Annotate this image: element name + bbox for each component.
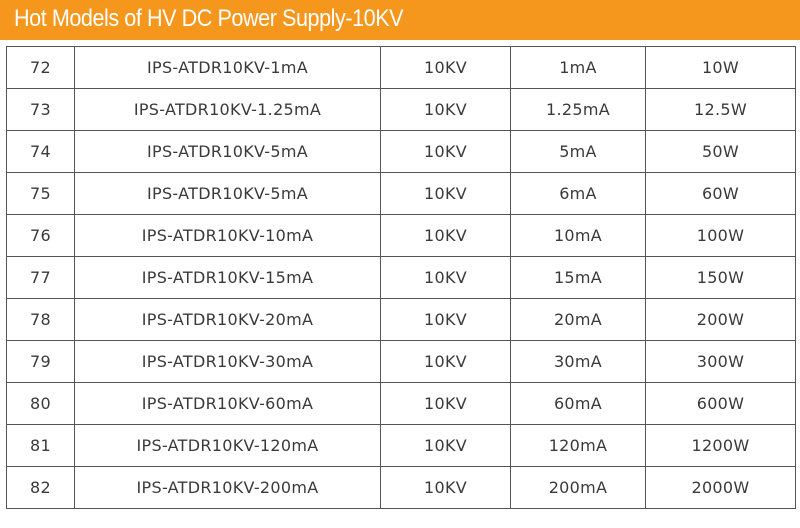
model: IPS-ATDR10KV-15mA xyxy=(74,256,381,299)
model: IPS-ATDR10KV-30mA xyxy=(74,340,381,383)
model: IPS-ATDR10KV-5mA xyxy=(74,130,381,173)
power: 2000W xyxy=(645,466,796,509)
voltage: 10KV xyxy=(380,256,511,299)
model: IPS-ATDR10KV-20mA xyxy=(74,298,381,341)
power: 200W xyxy=(645,298,796,341)
model: IPS-ATDR10KV-1mA xyxy=(74,46,381,89)
voltage: 10KV xyxy=(380,88,511,131)
power: 60W xyxy=(645,172,796,215)
power: 100W xyxy=(645,214,796,257)
current: 1.25mA xyxy=(510,88,646,131)
voltage: 10KV xyxy=(380,46,511,89)
current: 30mA xyxy=(510,340,646,383)
table-row: 73 IPS-ATDR10KV-1.25mA 10KV 1.25mA 12.5W xyxy=(6,88,796,131)
table-row: 81 IPS-ATDR10KV-120mA 10KV 120mA 1200W xyxy=(6,424,796,467)
current: 20mA xyxy=(510,298,646,341)
title: Hot Models of HV DC Power Supply-10KV xyxy=(14,5,404,32)
table-row: 76 IPS-ATDR10KV-10mA 10KV 10mA 100W xyxy=(6,214,796,257)
row-number: 79 xyxy=(6,340,75,383)
row-number: 81 xyxy=(6,424,75,467)
power: 300W xyxy=(645,340,796,383)
voltage: 10KV xyxy=(380,424,511,467)
model: IPS-ATDR10KV-60mA xyxy=(74,382,381,425)
power: 600W xyxy=(645,382,796,425)
power: 1200W xyxy=(645,424,796,467)
current: 10mA xyxy=(510,214,646,257)
row-number: 77 xyxy=(6,256,75,299)
table-row: 75 IPS-ATDR10KV-5mA 10KV 6mA 60W xyxy=(6,172,796,215)
current: 120mA xyxy=(510,424,646,467)
current: 200mA xyxy=(510,466,646,509)
table-row: 78 IPS-ATDR10KV-20mA 10KV 20mA 200W xyxy=(6,298,796,341)
models-table: 72 IPS-ATDR10KV-1mA 10KV 1mA 10W 73 IPS-ATDR10… xyxy=(6,46,796,509)
table-row: 82 IPS-ATDR10KV-200mA 10KV 200mA 2000W xyxy=(6,466,796,509)
row-number: 80 xyxy=(6,382,75,425)
voltage: 10KV xyxy=(380,130,511,173)
model: IPS-ATDR10KV-120mA xyxy=(74,424,381,467)
power: 50W xyxy=(645,130,796,173)
table-row: 74 IPS-ATDR10KV-5mA 10KV 5mA 50W xyxy=(6,130,796,173)
power: 10W xyxy=(645,46,796,89)
power: 12.5W xyxy=(645,88,796,131)
row-number: 78 xyxy=(6,298,75,341)
row-number: 74 xyxy=(6,130,75,173)
voltage: 10KV xyxy=(380,466,511,509)
current: 6mA xyxy=(510,172,646,215)
current: 5mA xyxy=(510,130,646,173)
voltage: 10KV xyxy=(380,298,511,341)
voltage: 10KV xyxy=(380,340,511,383)
model: IPS-ATDR10KV-1.25mA xyxy=(74,88,381,131)
model: IPS-ATDR10KV-10mA xyxy=(74,214,381,257)
table-row: 79 IPS-ATDR10KV-30mA 10KV 30mA 300W xyxy=(6,340,796,383)
row-number: 76 xyxy=(6,214,75,257)
table-row: 77 IPS-ATDR10KV-15mA 10KV 15mA 150W xyxy=(6,256,796,299)
row-number: 75 xyxy=(6,172,75,215)
model: IPS-ATDR10KV-5mA xyxy=(74,172,381,215)
power: 150W xyxy=(645,256,796,299)
row-number: 72 xyxy=(6,46,75,89)
voltage: 10KV xyxy=(380,214,511,257)
model: IPS-ATDR10KV-200mA xyxy=(74,466,381,509)
row-number: 73 xyxy=(6,88,75,131)
header-bar: Hot Models of HV DC Power Supply-10KV xyxy=(0,0,800,40)
current: 1mA xyxy=(510,46,646,89)
voltage: 10KV xyxy=(380,172,511,215)
table-row: 72 IPS-ATDR10KV-1mA 10KV 1mA 10W xyxy=(6,46,796,89)
voltage: 10KV xyxy=(380,382,511,425)
row-number: 82 xyxy=(6,466,75,509)
table-row: 80 IPS-ATDR10KV-60mA 10KV 60mA 600W xyxy=(6,382,796,425)
current: 15mA xyxy=(510,256,646,299)
current: 60mA xyxy=(510,382,646,425)
